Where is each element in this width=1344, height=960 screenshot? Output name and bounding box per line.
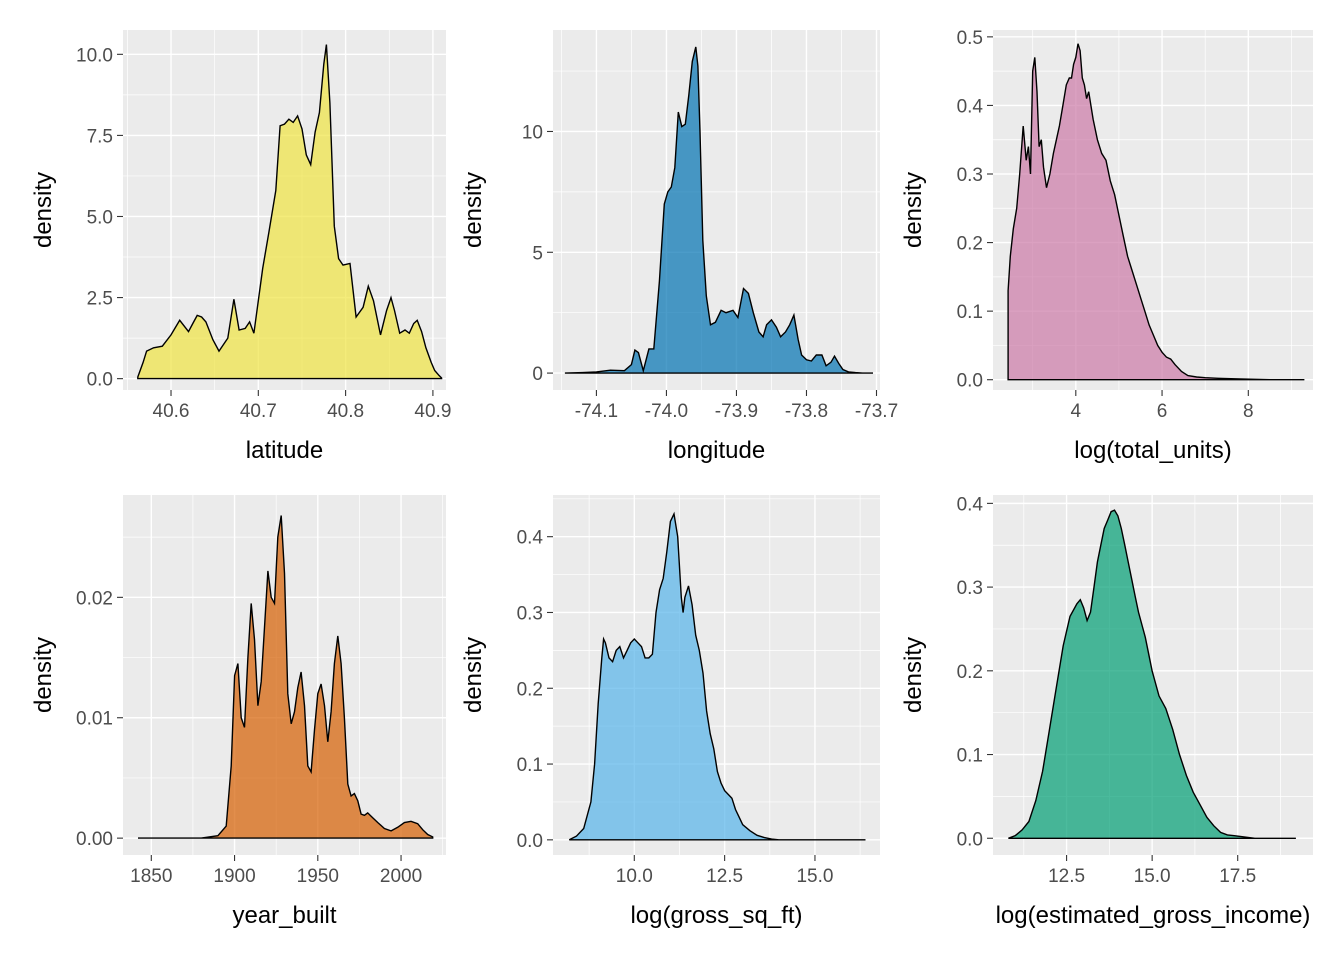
y-tick-label: 0.0 bbox=[957, 371, 983, 392]
x-tick-label: 4 bbox=[1071, 401, 1082, 422]
x-tick-label: 8 bbox=[1243, 401, 1254, 422]
x-tick-label: 40.8 bbox=[327, 401, 364, 422]
x-tick-label: 40.6 bbox=[153, 401, 190, 422]
x-tick-label: 15.0 bbox=[796, 866, 833, 887]
x-tick-label: 10.0 bbox=[616, 866, 653, 887]
y-tick-label: 0.0 bbox=[957, 829, 983, 850]
y-axis-title: density bbox=[460, 172, 487, 248]
x-axis-title: log(total_units) bbox=[1074, 437, 1231, 464]
y-tick-label: 5.0 bbox=[87, 207, 113, 228]
y-axis-title: density bbox=[460, 637, 487, 713]
x-tick-label: 1900 bbox=[213, 866, 255, 887]
x-axis-title: log(gross_sq_ft) bbox=[630, 902, 802, 929]
y-tick-label: 0.4 bbox=[957, 96, 984, 117]
x-tick-label: 1950 bbox=[297, 866, 339, 887]
density-panel-6: 12.5 15.0 17.5 0.0 0.1 0.2 0.3 0.4 log(estimated… bbox=[900, 494, 1313, 929]
y-tick-label: 0.02 bbox=[76, 588, 113, 609]
x-axis-title: latitude bbox=[246, 437, 323, 464]
y-tick-label: 0.3 bbox=[957, 578, 983, 599]
x-tick-label: -73.7 bbox=[855, 401, 898, 422]
y-tick-label: 0.3 bbox=[957, 165, 983, 186]
y-tick-label: 0.3 bbox=[517, 603, 543, 624]
y-axis-title: density bbox=[900, 637, 927, 713]
x-tick-label: -74.0 bbox=[645, 401, 688, 422]
density-area bbox=[1008, 509, 1296, 839]
y-tick-label: 10 bbox=[522, 122, 543, 143]
x-axis-title: year_built bbox=[232, 902, 336, 929]
y-tick-label: 0.2 bbox=[957, 234, 983, 255]
y-tick-label: 0 bbox=[532, 364, 543, 385]
y-tick-label: 0.4 bbox=[957, 494, 984, 515]
y-axis-title: density bbox=[30, 637, 57, 713]
y-axis-title: density bbox=[30, 172, 57, 248]
density-area bbox=[568, 511, 866, 841]
x-tick-label: 1850 bbox=[130, 866, 172, 887]
density-area bbox=[564, 46, 873, 374]
x-tick-label: 17.5 bbox=[1219, 866, 1256, 887]
x-tick-label: -73.9 bbox=[715, 401, 758, 422]
density-area bbox=[1007, 43, 1305, 381]
y-tick-label: 10.0 bbox=[76, 45, 113, 66]
x-tick-label: 12.5 bbox=[1048, 866, 1085, 887]
y-tick-label: 2.5 bbox=[87, 289, 113, 310]
x-tick-label: 15.0 bbox=[1134, 866, 1171, 887]
y-tick-label: 7.5 bbox=[87, 126, 113, 147]
x-tick-label: -74.1 bbox=[575, 401, 618, 422]
density-panel-5: 10.0 12.5 15.0 0.0 0.1 0.2 0.3 0.4 log(gross_sq_… bbox=[460, 495, 880, 929]
x-tick-label: 12.5 bbox=[706, 866, 743, 887]
y-tick-label: 0.0 bbox=[517, 831, 543, 852]
y-tick-label: 0.00 bbox=[76, 829, 113, 850]
y-tick-label: 0.0 bbox=[87, 370, 113, 391]
x-axis-title: log(estimated_gross_income) bbox=[996, 902, 1311, 929]
x-tick-label: 40.7 bbox=[240, 401, 277, 422]
y-tick-label: 0.1 bbox=[957, 746, 983, 767]
y-tick-label: 5 bbox=[532, 243, 543, 264]
y-tick-label: 0.1 bbox=[517, 755, 543, 776]
x-tick-label: 40.9 bbox=[414, 401, 451, 422]
x-tick-label: 2000 bbox=[380, 866, 422, 887]
y-tick-label: 0.2 bbox=[957, 662, 983, 683]
y-tick-label: 0.01 bbox=[76, 709, 113, 730]
density-panel-1: 40.6 40.7 40.8 40.9 0.0 2.5 5.0 7.5 10.0 latitude… bbox=[30, 30, 451, 464]
density-panel-4: 1850 1900 1950 2000 0.00 0.01 0.02 year_built de… bbox=[30, 495, 446, 929]
density-area bbox=[138, 515, 434, 839]
x-axis-title: longitude bbox=[668, 437, 765, 464]
x-tick-label: -73.8 bbox=[785, 401, 828, 422]
density-panel-3: 4 6 8 0.0 0.1 0.2 0.3 0.4 0.5 log(total_units) den… bbox=[900, 28, 1313, 464]
y-tick-label: 0.5 bbox=[957, 28, 983, 49]
y-tick-label: 0.1 bbox=[957, 302, 983, 323]
x-tick-label: 6 bbox=[1157, 401, 1168, 422]
density-area bbox=[137, 44, 443, 380]
density-panel-2: -74.1 -74.0 -73.9 -73.8 -73.7 0 5 10 longitude de… bbox=[460, 30, 898, 464]
y-tick-label: 0.4 bbox=[517, 528, 544, 549]
y-tick-label: 0.2 bbox=[517, 679, 543, 700]
y-axis-title: density bbox=[900, 172, 927, 248]
